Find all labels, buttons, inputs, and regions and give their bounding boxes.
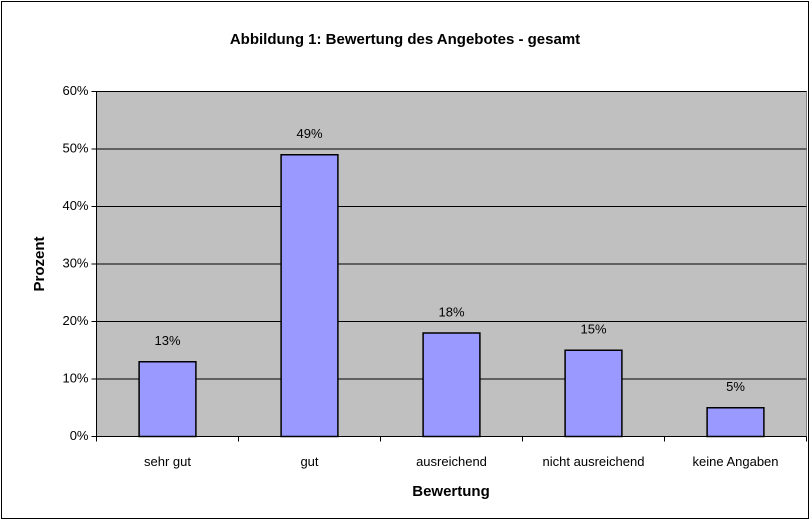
y-tick-label: 20% — [62, 313, 88, 328]
y-tick-label: 10% — [62, 370, 88, 385]
bar — [280, 154, 339, 438]
data-label: 13% — [154, 333, 180, 348]
chart-title: Abbildung 1: Bewertung des Angebotes - g… — [230, 31, 580, 48]
data-label: 15% — [580, 322, 606, 337]
y-tick-label: 30% — [62, 255, 88, 270]
bar — [706, 407, 765, 438]
y-tick-label: 40% — [62, 198, 88, 213]
y-tick-label: 60% — [62, 83, 88, 98]
x-tick-label: ausreichend — [416, 454, 487, 469]
x-tick-label: keine Angaben — [692, 454, 778, 469]
x-tick-label: gut — [300, 454, 318, 469]
x-tick-label: nicht ausreichend — [543, 454, 645, 469]
x-axis-label: Bewertung — [412, 483, 490, 500]
y-tick-label: 0% — [70, 428, 89, 443]
data-label: 18% — [438, 304, 464, 319]
bar — [422, 332, 481, 438]
x-tick-label: sehr gut — [144, 454, 191, 469]
bar — [564, 349, 623, 438]
data-label: 49% — [296, 126, 322, 141]
bar — [138, 361, 197, 438]
data-label: 5% — [726, 379, 745, 394]
y-tick-label: 50% — [62, 140, 88, 155]
y-axis-label: Prozent — [31, 236, 48, 291]
